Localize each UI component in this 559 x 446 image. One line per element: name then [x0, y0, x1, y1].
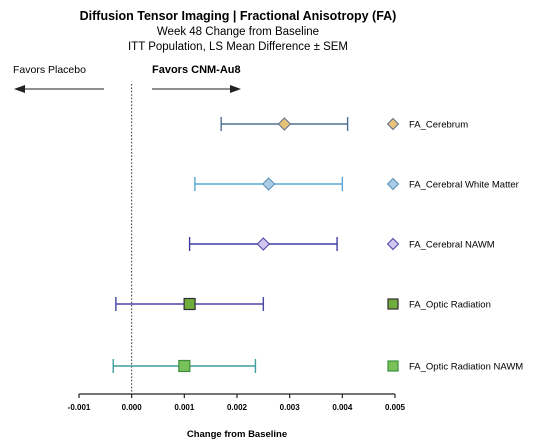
legend-label: FA_Cerebral NAWM — [409, 240, 495, 251]
legend-item: FA_Cerebrum — [386, 117, 468, 131]
direction-arrows — [14, 85, 241, 93]
estimate-row — [112, 359, 257, 373]
mean-point — [178, 359, 191, 373]
legend-marker — [386, 117, 400, 131]
estimate-row — [194, 177, 344, 191]
mean-point — [183, 297, 196, 311]
mean-point — [277, 117, 292, 131]
x-tick-label: 0.003 — [280, 403, 301, 412]
x-tick-label: 0.005 — [385, 403, 406, 412]
legend-label: FA_Cerebrum — [409, 120, 468, 131]
legend-label: FA_Cerebral White Matter — [409, 180, 519, 191]
favors-placebo-label: Favors Placebo — [13, 64, 86, 76]
favors-cnm-au8-label: Favors CNM-Au8 — [152, 64, 241, 76]
legend-marker — [387, 360, 399, 372]
chart-subtitle-2: ITT Population, LS Mean Difference ± SEM — [128, 41, 348, 53]
legend-item: FA_Cerebral NAWM — [386, 237, 495, 251]
estimates-layer — [112, 117, 349, 373]
x-tick-label: 0.001 — [174, 403, 195, 412]
x-axis: -0.001 0.000 0.001 0.002 0.003 0.004 0.005 — [68, 393, 406, 412]
legend-marker — [386, 237, 400, 251]
estimate-row — [188, 237, 338, 251]
x-tick-label: -0.001 — [68, 403, 91, 412]
right-arrow-head — [230, 85, 241, 93]
chart-subtitle-1: Week 48 Change from Baseline — [157, 26, 319, 38]
estimate-row — [220, 117, 349, 131]
legend-item: FA_Optic Radiation NAWM — [387, 360, 523, 373]
x-axis-label: Change from Baseline — [187, 429, 287, 440]
legend-item: FA_Optic Radiation — [387, 298, 491, 311]
estimate-row — [115, 297, 265, 311]
chart-title: Diffusion Tensor Imaging | Fractional An… — [80, 9, 397, 23]
legend-label: FA_Optic Radiation NAWM — [409, 362, 523, 373]
left-arrow-head — [14, 85, 25, 93]
legend: FA_Cerebrum FA_Cerebral White Matter FA_Ce… — [386, 117, 523, 373]
legend-label: FA_Optic Radiation — [409, 300, 491, 311]
mean-point — [261, 177, 276, 191]
mean-point — [256, 237, 271, 251]
legend-item: FA_Cerebral White Matter — [386, 177, 519, 191]
x-tick-label: 0.002 — [227, 403, 248, 412]
legend-marker — [386, 177, 400, 191]
x-tick-label: 0.004 — [332, 403, 353, 412]
x-tick-label: 0.000 — [122, 403, 143, 412]
legend-marker — [387, 298, 399, 310]
